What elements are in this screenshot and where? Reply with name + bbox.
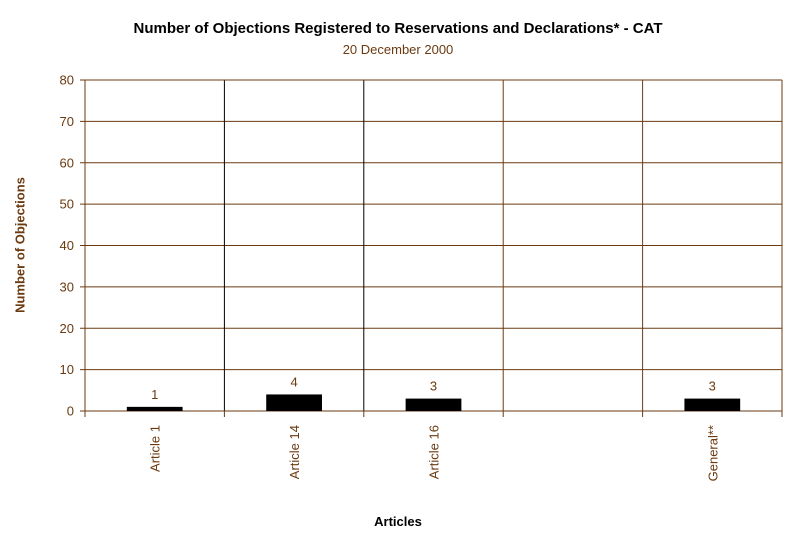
- chart-subtitle: 20 December 2000: [342, 42, 454, 57]
- y-tick-label: 70: [60, 114, 74, 129]
- bar: [266, 394, 322, 411]
- x-tick-label: Article 16: [427, 425, 442, 479]
- y-tick-label: 40: [60, 238, 74, 253]
- data-label: 3: [709, 379, 716, 394]
- x-tick-label: Article 14: [287, 425, 302, 479]
- y-tick-label: 0: [67, 404, 74, 419]
- chart-title: Number of Objections Registered to Reser…: [133, 20, 663, 37]
- x-axis-title: Articles: [374, 514, 422, 529]
- bar: [126, 406, 183, 411]
- bar: [405, 398, 462, 411]
- y-tick-label: 60: [60, 155, 74, 170]
- y-tick-label: 20: [60, 321, 74, 336]
- data-label: 3: [430, 379, 437, 394]
- x-tick-label: Article 1: [148, 425, 163, 472]
- data-label: 1: [151, 387, 158, 402]
- y-tick-label: 80: [60, 73, 74, 88]
- y-tick-label: 50: [60, 197, 74, 212]
- bar: [684, 398, 741, 411]
- data-label: 4: [290, 374, 297, 389]
- x-tick-label: General**: [705, 425, 720, 481]
- y-tick-label: 30: [60, 279, 74, 294]
- y-tick-label: 10: [60, 362, 74, 377]
